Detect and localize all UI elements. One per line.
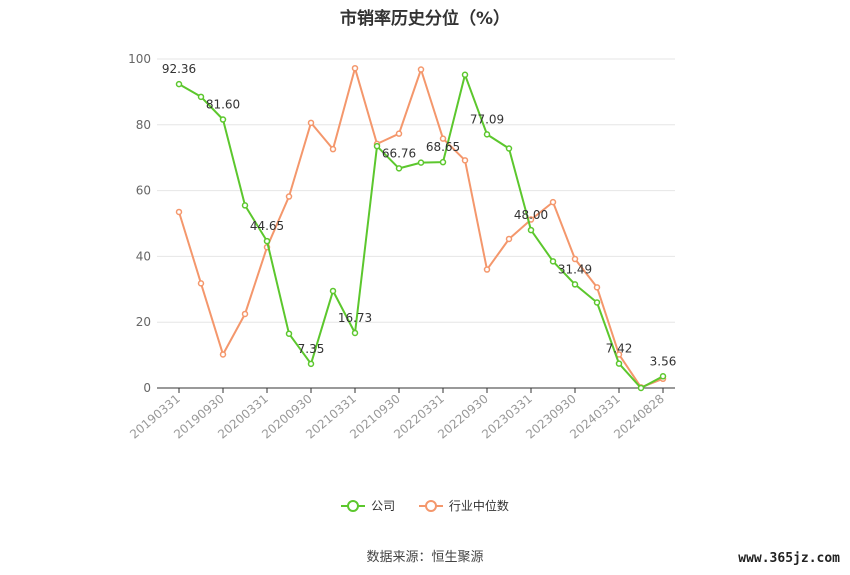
data-label: 44.65	[250, 219, 284, 233]
data-point	[637, 384, 645, 392]
data-point	[549, 258, 557, 265]
data-point	[351, 329, 359, 337]
data-point	[395, 165, 403, 172]
data-point	[395, 130, 403, 137]
data-point	[197, 280, 205, 287]
data-point	[527, 226, 535, 234]
data-point	[483, 266, 491, 273]
data-point	[417, 159, 425, 166]
data-point	[175, 208, 183, 216]
data-point	[263, 237, 271, 245]
data-point	[439, 135, 447, 142]
y-tick-label: 100	[128, 52, 151, 66]
data-point	[329, 287, 337, 295]
data-point	[571, 281, 579, 288]
data-label: 31.49	[558, 262, 592, 276]
legend-label-company: 公司	[371, 499, 396, 513]
data-point	[373, 142, 381, 150]
y-tick-label: 80	[136, 118, 151, 132]
data-point	[505, 145, 513, 152]
data-point	[439, 158, 447, 166]
data-point	[417, 66, 425, 73]
legend: 公司 行业中位数	[0, 497, 850, 516]
data-source-note: 数据来源：恒生聚源	[366, 550, 484, 565]
y-tick-label: 0	[143, 381, 151, 395]
data-label: 16.73	[338, 311, 372, 325]
data-label: 7.35	[298, 342, 325, 356]
data-point	[593, 284, 601, 291]
data-point	[285, 193, 293, 200]
data-point	[461, 157, 469, 164]
y-tick-label: 20	[136, 315, 151, 329]
y-tick-label: 40	[136, 249, 151, 263]
data-point	[285, 330, 293, 337]
data-point	[593, 299, 601, 306]
legend-item-company[interactable]: 公司	[341, 497, 395, 514]
watermark: www.365jz.com	[738, 551, 840, 566]
data-labels: 92.36 81.60 44.65 7.35 16.73 66.76 68.65 77.09 4…	[162, 62, 677, 368]
data-point	[197, 93, 205, 101]
data-point	[571, 255, 579, 263]
data-point	[329, 145, 337, 153]
data-point	[461, 71, 469, 79]
data-point	[307, 360, 315, 368]
data-point	[549, 198, 557, 206]
data-point	[241, 310, 249, 318]
data-point	[615, 360, 623, 367]
data-point	[241, 202, 249, 209]
data-point	[659, 373, 667, 380]
y-tick-label: 60	[136, 184, 151, 198]
data-label: 77.09	[470, 112, 504, 126]
data-point	[483, 131, 491, 138]
data-label: 92.36	[162, 62, 196, 76]
data-label: 81.60	[206, 98, 240, 112]
data-point	[307, 119, 315, 127]
legend-swatch-industry-median	[418, 499, 443, 513]
data-label: 68.65	[426, 140, 460, 154]
data-point	[219, 351, 227, 358]
data-point	[351, 64, 359, 72]
data-label: 7.42	[606, 342, 633, 356]
legend-item-industry-median[interactable]: 行业中位数	[418, 497, 509, 514]
series-lines	[175, 64, 667, 392]
data-label: 66.76	[382, 146, 416, 160]
data-point	[175, 80, 183, 88]
data-point	[505, 235, 513, 243]
legend-swatch-company	[341, 499, 366, 513]
data-point	[219, 116, 227, 123]
legend-label-industry-median: 行业中位数	[448, 499, 509, 513]
chart-title: 市销率历史分位（%）	[339, 9, 511, 29]
data-label: 3.56	[650, 354, 677, 368]
data-label: 48.00	[514, 208, 548, 222]
grid-lines	[157, 58, 675, 323]
